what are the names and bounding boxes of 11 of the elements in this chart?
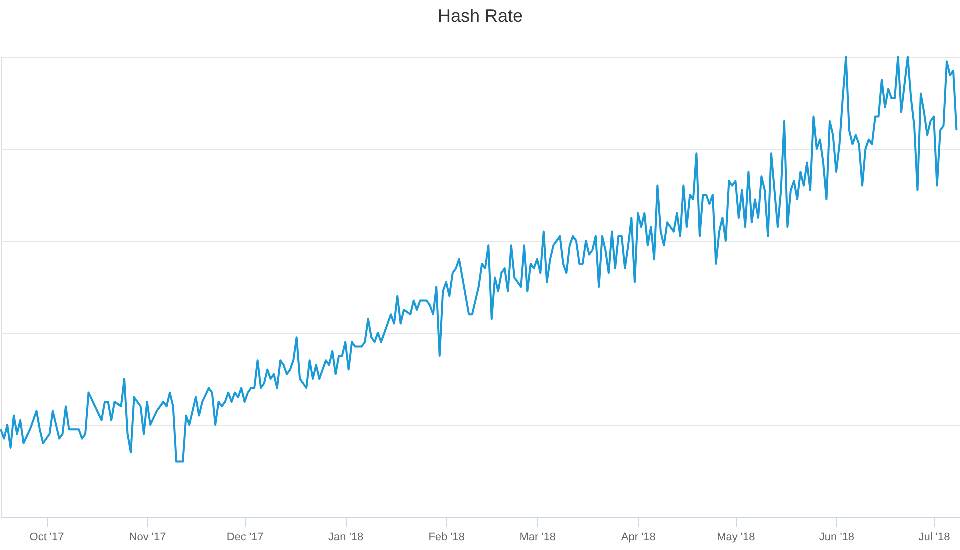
x-tick-label: Nov '17 <box>129 532 166 544</box>
x-tick-label: Mar '18 <box>520 532 556 544</box>
x-tick-label: Jul '18 <box>918 532 950 544</box>
x-tick-label: Jan '18 <box>328 532 364 544</box>
x-tick-label: Jun '18 <box>819 532 855 544</box>
chart-title: Hash Rate <box>438 6 524 26</box>
x-tick-label: Feb '18 <box>428 532 466 544</box>
x-tick-label: Apr '18 <box>621 532 656 544</box>
x-tick-label: May '18 <box>717 532 756 544</box>
x-tick-label: Oct '17 <box>30 532 64 544</box>
x-tick-label: Dec '17 <box>226 532 264 544</box>
